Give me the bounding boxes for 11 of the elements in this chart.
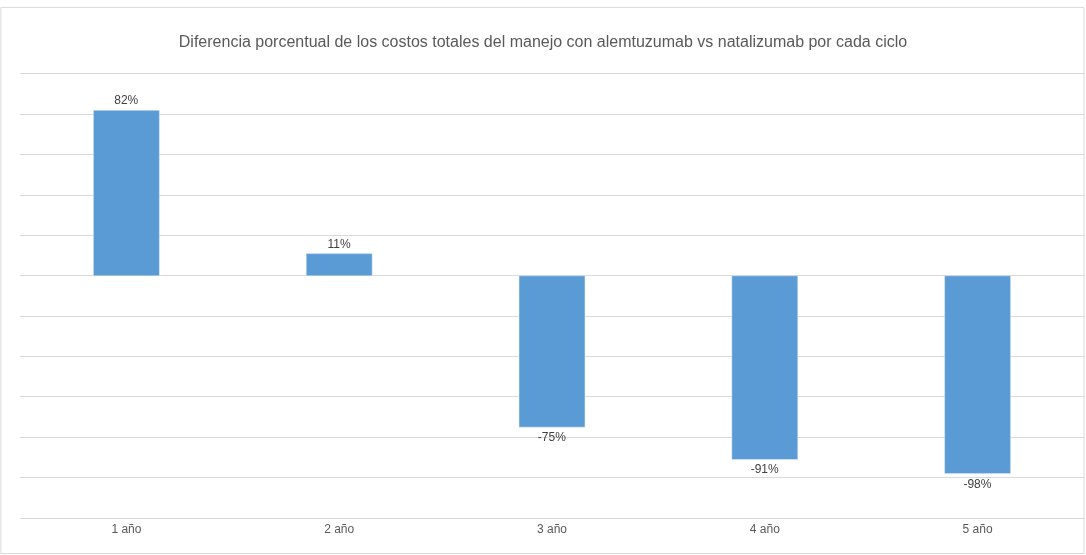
data-label: -98% [963,476,992,491]
x-tick-label: 2 año [324,522,355,537]
x-tick-label: 4 año [749,522,781,537]
data-label: 11% [327,236,351,251]
data-label: -91% [750,462,779,477]
x-tick-label: 5 año [962,522,993,537]
data-label: -75% [537,430,567,445]
x-tick-label: 3 año [536,522,568,537]
chart-title: Diferencia porcentual de los costos totales del manejo con alemtuzumab vs natalizumab por cada ciclo [178,33,908,51]
data-label: 82% [114,93,139,108]
x-tick-label: 1 año [111,522,142,537]
